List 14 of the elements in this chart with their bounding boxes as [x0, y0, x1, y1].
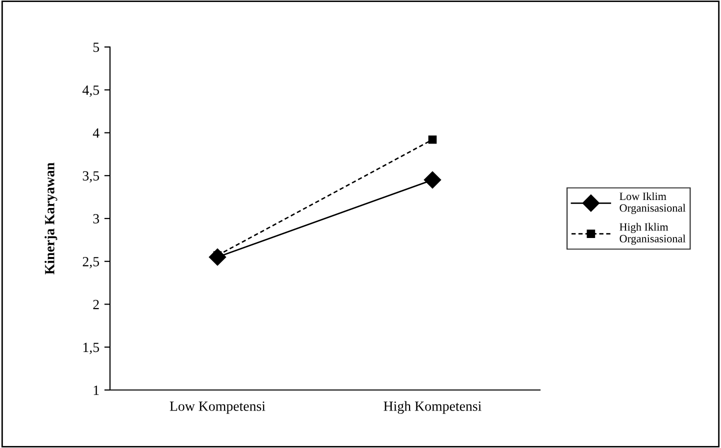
- y-tick-label: 1: [94, 386, 99, 395]
- x-tick-label: High Kompetensi: [384, 401, 482, 414]
- y-tick-label: 1,5: [83, 342, 100, 354]
- y-tick-label: 3,5: [82, 171, 100, 183]
- x-tick-label: Low Kompetensi: [170, 402, 266, 414]
- y-tick-label: 2,5: [82, 256, 100, 268]
- y-tick-label: 3: [93, 214, 100, 224]
- y-tick-label: 4: [92, 128, 100, 138]
- y-tick-label: 2: [93, 300, 99, 310]
- y-axis-title: Kinerja Karyawan: [44, 162, 58, 274]
- legend-label: Low Iklim Organisasional: [620, 192, 686, 214]
- y-tick-label: 5: [93, 42, 100, 52]
- legend-label: High Iklim Organisasional: [620, 222, 686, 245]
- y-tick-label: 4,5: [82, 86, 100, 97]
